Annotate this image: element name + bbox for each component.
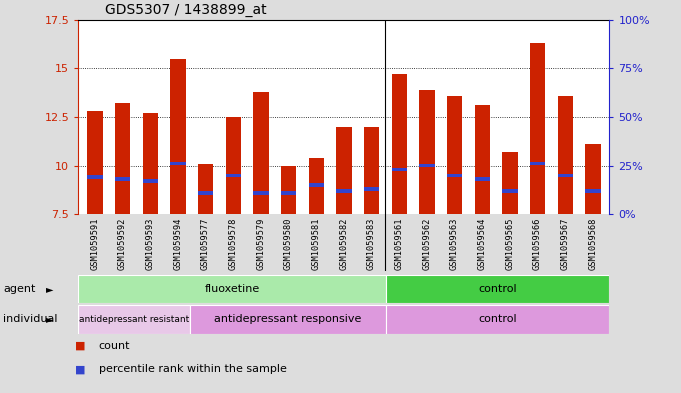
- Text: GSM1059582: GSM1059582: [339, 217, 349, 270]
- Text: agent: agent: [3, 284, 36, 294]
- Text: GSM1059564: GSM1059564: [478, 217, 487, 270]
- Bar: [530, 43, 545, 214]
- Bar: [336, 189, 351, 193]
- Text: ►: ►: [46, 284, 54, 294]
- Text: GSM1059581: GSM1059581: [312, 217, 321, 270]
- Text: GSM1059593: GSM1059593: [146, 217, 155, 270]
- Bar: [386, 275, 609, 303]
- Bar: [475, 105, 490, 214]
- Bar: [87, 175, 103, 179]
- Text: antidepressant resistant: antidepressant resistant: [79, 315, 189, 324]
- Text: GDS5307 / 1438899_at: GDS5307 / 1438899_at: [105, 3, 266, 17]
- Text: ■: ■: [75, 364, 85, 375]
- Text: GSM1059561: GSM1059561: [395, 217, 404, 270]
- Text: antidepressant responsive: antidepressant responsive: [215, 314, 362, 324]
- Bar: [115, 103, 130, 214]
- Bar: [419, 90, 434, 214]
- Text: GSM1059565: GSM1059565: [505, 217, 514, 270]
- Text: percentile rank within the sample: percentile rank within the sample: [99, 364, 287, 375]
- Text: individual: individual: [3, 314, 58, 324]
- Bar: [170, 162, 185, 165]
- Text: control: control: [478, 284, 517, 294]
- Bar: [364, 127, 379, 214]
- Bar: [225, 174, 241, 177]
- Bar: [392, 74, 407, 214]
- Bar: [503, 189, 518, 193]
- Bar: [87, 111, 103, 214]
- Bar: [308, 183, 324, 187]
- Bar: [78, 305, 190, 334]
- Bar: [558, 174, 573, 177]
- Text: ►: ►: [46, 314, 54, 324]
- Text: control: control: [478, 314, 517, 324]
- Bar: [585, 144, 601, 214]
- Text: ■: ■: [75, 341, 85, 351]
- Text: GSM1059563: GSM1059563: [450, 217, 459, 270]
- Bar: [447, 95, 462, 214]
- Bar: [115, 177, 130, 181]
- Bar: [364, 187, 379, 191]
- Text: GSM1059580: GSM1059580: [284, 217, 293, 270]
- Bar: [530, 162, 545, 165]
- Bar: [447, 174, 462, 177]
- Bar: [142, 113, 158, 214]
- Text: GSM1059562: GSM1059562: [422, 217, 431, 270]
- Text: GSM1059579: GSM1059579: [257, 217, 266, 270]
- Text: GSM1059594: GSM1059594: [174, 217, 183, 270]
- Bar: [392, 168, 407, 171]
- Bar: [336, 127, 351, 214]
- Bar: [308, 158, 324, 214]
- Bar: [281, 165, 296, 214]
- Bar: [558, 95, 573, 214]
- Text: GSM1059567: GSM1059567: [560, 217, 570, 270]
- Text: GSM1059566: GSM1059566: [533, 217, 542, 270]
- Bar: [198, 163, 213, 214]
- Bar: [386, 305, 609, 334]
- Bar: [78, 275, 386, 303]
- Text: GSM1059592: GSM1059592: [118, 217, 127, 270]
- Text: GSM1059583: GSM1059583: [367, 217, 376, 270]
- Bar: [585, 189, 601, 193]
- Text: GSM1059568: GSM1059568: [588, 217, 597, 270]
- Bar: [253, 92, 268, 214]
- Bar: [475, 177, 490, 181]
- Bar: [198, 191, 213, 195]
- Text: GSM1059591: GSM1059591: [91, 217, 99, 270]
- Bar: [142, 179, 158, 183]
- Bar: [225, 117, 241, 214]
- Text: fluoxetine: fluoxetine: [204, 284, 259, 294]
- Bar: [190, 305, 386, 334]
- Bar: [503, 152, 518, 214]
- Bar: [170, 59, 185, 214]
- Bar: [281, 191, 296, 195]
- Text: GSM1059577: GSM1059577: [201, 217, 210, 270]
- Text: count: count: [99, 341, 130, 351]
- Bar: [419, 164, 434, 167]
- Bar: [253, 191, 268, 195]
- Text: GSM1059578: GSM1059578: [229, 217, 238, 270]
